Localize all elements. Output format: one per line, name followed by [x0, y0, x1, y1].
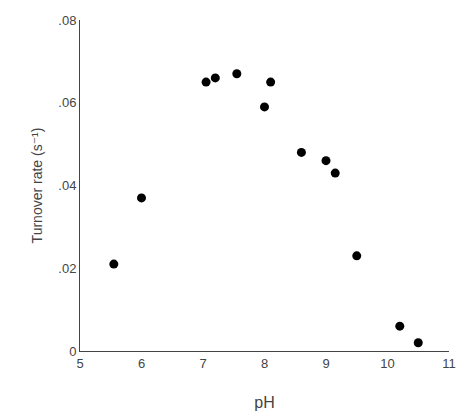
svg-text:.06: .06: [58, 95, 76, 110]
svg-text:6: 6: [138, 356, 145, 371]
svg-text:Turnover rate (s⁻¹): Turnover rate (s⁻¹): [29, 128, 45, 244]
svg-text:5: 5: [76, 356, 83, 371]
svg-text:11: 11: [442, 356, 456, 371]
svg-text:8: 8: [261, 356, 268, 371]
svg-text:0: 0: [69, 344, 76, 359]
svg-text:9: 9: [322, 356, 329, 371]
svg-text:7: 7: [199, 356, 206, 371]
svg-text:pH: pH: [254, 394, 274, 411]
svg-text:10: 10: [380, 356, 394, 371]
svg-text:.04: .04: [58, 178, 76, 193]
svg-text:.08: .08: [58, 13, 76, 28]
svg-text:.02: .02: [58, 261, 76, 276]
